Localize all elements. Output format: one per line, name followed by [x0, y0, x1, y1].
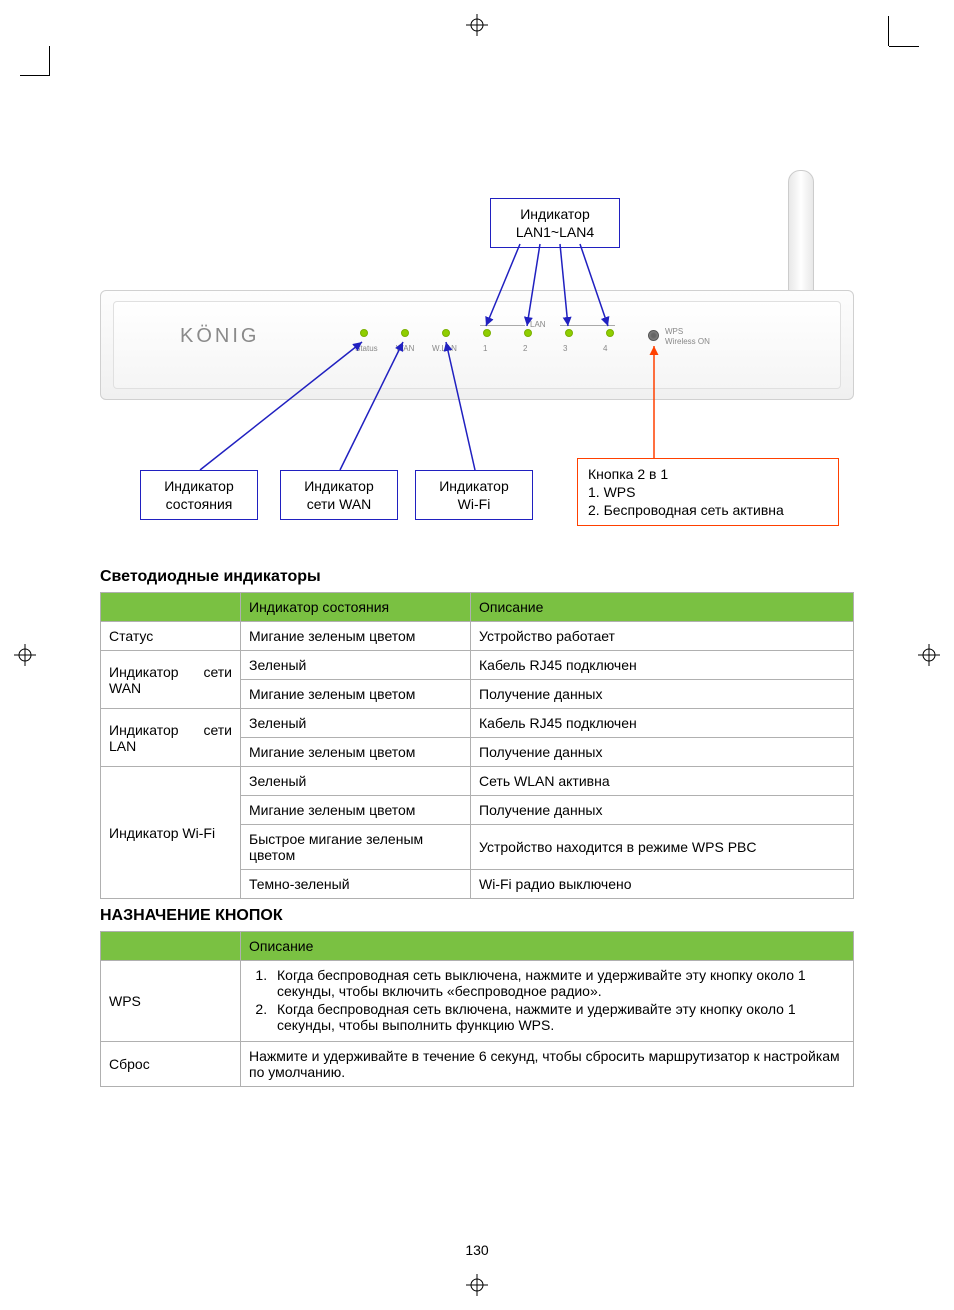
led-row [360, 329, 614, 337]
callout-text: Индикатор [164, 478, 234, 494]
table-row: Индикатор состояния Описание [101, 593, 854, 622]
callout-text: LAN1~LAN4 [516, 224, 594, 240]
table-cell: Зеленый [241, 709, 471, 738]
led-wan [401, 329, 409, 337]
table-cell: Зеленый [241, 651, 471, 680]
section-heading-leds: Светодиодные индикаторы [100, 568, 854, 586]
led-lan2 [524, 329, 532, 337]
table-cell: Зеленый [241, 767, 471, 796]
table-cell: Быстрое мигание зеленым цветом [241, 825, 471, 870]
led-label-2: 2 [523, 344, 527, 353]
table-header: Индикатор состояния [241, 593, 471, 622]
table-cell: Индикатор сети WAN [101, 651, 241, 709]
led-wlan [442, 329, 450, 337]
callout-wifi: Индикатор Wi-Fi [415, 470, 533, 520]
list-item: Когда беспроводная сеть включена, нажмит… [271, 1001, 845, 1033]
callout-lan: Индикатор LAN1~LAN4 [490, 198, 620, 248]
led-label-wlan: W.LAN [432, 344, 457, 353]
led-lan3 [565, 329, 573, 337]
router-diagram: KÖNIG Status WAN W.LAN 1 2 3 4 LAN WPS W… [100, 100, 854, 560]
led-status [360, 329, 368, 337]
callout-text: сети WAN [307, 496, 372, 512]
router-antenna-icon [788, 170, 814, 300]
table-row: WPS Когда беспроводная сеть выключена, н… [101, 961, 854, 1042]
table-cell: Получение данных [471, 738, 854, 767]
callout-button: Кнопка 2 в 1 1. WPS 2. Беспроводная сеть… [577, 458, 839, 526]
table-cell: Сеть WLAN активна [471, 767, 854, 796]
callout-text: Индикатор [520, 206, 590, 222]
section-heading-buttons: НАЗНАЧЕНИЕ КНОПОК [100, 907, 854, 925]
table-cell: Устройство работает [471, 622, 854, 651]
table-header: Описание [471, 593, 854, 622]
table-cell: Темно-зеленый [241, 870, 471, 899]
table-cell: Индикатор сети LAN [101, 709, 241, 767]
table-cell: Мигание зеленым цветом [241, 796, 471, 825]
table-cell: WPS [101, 961, 241, 1042]
table-cell: Индикатор Wi-Fi [101, 767, 241, 899]
table-cell: Мигание зеленым цветом [241, 738, 471, 767]
table-header-blank [101, 593, 241, 622]
callout-text: Индикатор [439, 478, 509, 494]
table-cell: Кабель RJ45 подключен [471, 709, 854, 738]
callout-text: состояния [166, 496, 233, 512]
table-cell: Получение данных [471, 680, 854, 709]
callout-text: 2. Беспроводная сеть активна [588, 502, 784, 518]
wps-button-icon [648, 330, 659, 341]
wps-lbl-2: Wireless ON [665, 337, 710, 346]
registration-mark-icon [918, 644, 940, 666]
table-header: Описание [241, 932, 854, 961]
table-cell: Нажмите и удерживайте в течение 6 секунд… [241, 1042, 854, 1087]
router-brand-label: KÖNIG [180, 325, 259, 348]
table-cell: Статус [101, 622, 241, 651]
table-row: Описание [101, 932, 854, 961]
wps-lbl-1: WPS [665, 327, 683, 336]
table-row: Индикатор сети WAN Зеленый Кабель RJ45 п… [101, 651, 854, 680]
led-lan1 [483, 329, 491, 337]
list-item: Когда беспроводная сеть выключена, нажми… [271, 967, 845, 999]
table-cell: Мигание зеленым цветом [241, 622, 471, 651]
wps-button-label: WPS Wireless ON [665, 327, 710, 347]
table-cell: Получение данных [471, 796, 854, 825]
crop-mark [20, 46, 50, 76]
led-lan4 [606, 329, 614, 337]
led-table: Индикатор состояния Описание Статус Мига… [100, 592, 854, 899]
lan-line [560, 325, 615, 326]
document-page: KÖNIG Status WAN W.LAN 1 2 3 4 LAN WPS W… [0, 0, 954, 1310]
table-row: Сброс Нажмите и удерживайте в течение 6 … [101, 1042, 854, 1087]
table-row: Индикатор сети LAN Зеленый Кабель RJ45 п… [101, 709, 854, 738]
callout-text: Индикатор [304, 478, 374, 494]
table-cell: Мигание зеленым цветом [241, 680, 471, 709]
table-cell: Устройство находится в режиме WPS PBC [471, 825, 854, 870]
crop-mark [888, 16, 889, 46]
lan-group-label: LAN [530, 320, 546, 329]
buttons-table: Описание WPS Когда беспроводная сеть вык… [100, 931, 854, 1087]
table-cell: Когда беспроводная сеть выключена, нажми… [241, 961, 854, 1042]
led-label-status: Status [355, 344, 378, 353]
crop-mark [889, 46, 919, 47]
callout-status: Индикатор состояния [140, 470, 258, 520]
led-label-3: 3 [563, 344, 567, 353]
lan-line [480, 325, 525, 326]
table-cell: Кабель RJ45 подключен [471, 651, 854, 680]
led-label-1: 1 [483, 344, 487, 353]
led-label-4: 4 [603, 344, 607, 353]
table-row: Статус Мигание зеленым цветом Устройство… [101, 622, 854, 651]
table-row: Индикатор Wi-Fi Зеленый Сеть WLAN активн… [101, 767, 854, 796]
callout-text: Кнопка 2 в 1 [588, 466, 668, 482]
registration-mark-icon [14, 644, 36, 666]
page-number: 130 [0, 1242, 954, 1258]
button-description-list: Когда беспроводная сеть выключена, нажми… [249, 967, 845, 1033]
callout-text: Wi-Fi [458, 496, 491, 512]
table-header-blank [101, 932, 241, 961]
callout-text: 1. WPS [588, 484, 635, 500]
registration-mark-icon [466, 14, 488, 36]
led-label-wan: WAN [396, 344, 414, 353]
table-cell: Wi-Fi радио выключено [471, 870, 854, 899]
registration-mark-icon [466, 1274, 488, 1296]
table-cell: Сброс [101, 1042, 241, 1087]
callout-wan: Индикатор сети WAN [280, 470, 398, 520]
